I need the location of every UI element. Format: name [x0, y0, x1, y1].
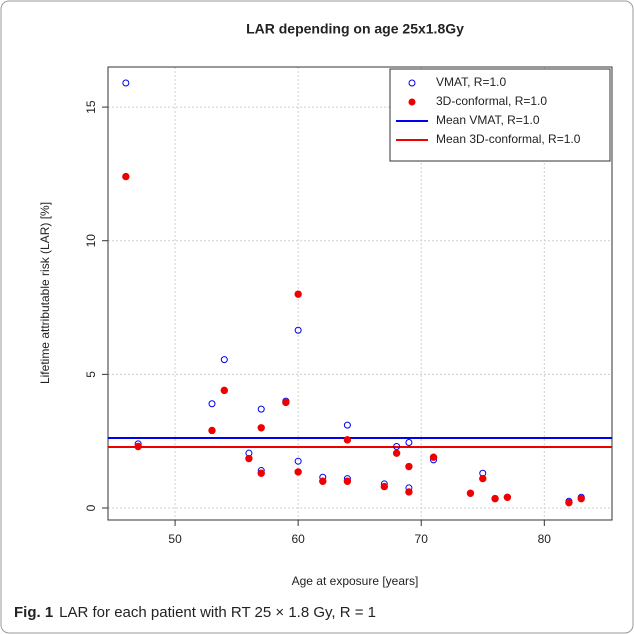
point: [257, 405, 265, 413]
point: [257, 469, 265, 477]
y-tick-label: 0: [84, 504, 98, 511]
legend-label: Mean VMAT, R=1.0: [436, 113, 540, 127]
legend-label: VMAT, R=1.0: [436, 75, 506, 89]
point: [245, 454, 253, 463]
point: [405, 462, 413, 471]
point: [343, 421, 351, 429]
y-axis-label: Lifetime attributable risk (LAR) [%]: [38, 202, 52, 384]
point: [503, 493, 512, 501]
point: [479, 474, 487, 483]
legend-label: 3D-conformal, R=1.0: [436, 94, 547, 108]
point: [122, 172, 130, 181]
point: [380, 482, 389, 491]
point: [134, 442, 142, 451]
x-tick-label: 80: [538, 532, 552, 546]
point: [294, 290, 302, 298]
caption: Fig. 1 LAR for each patient with RT 25 × …: [14, 604, 376, 621]
legend-label: Mean 3D-conformal, R=1.0: [436, 132, 581, 146]
y-tick-label: 10: [84, 234, 98, 248]
caption-label: Fig. 1: [14, 604, 53, 621]
point: [208, 400, 216, 408]
point: [466, 489, 475, 497]
y-tick-label: 5: [84, 371, 98, 378]
point: [405, 488, 413, 496]
point: [577, 494, 585, 503]
point: [343, 436, 352, 444]
caption-text: LAR for each patient with RT 25 × 1.8 Gy…: [59, 604, 376, 621]
legend-box: [389, 68, 611, 162]
y-tick-label: 15: [84, 100, 98, 114]
point: [208, 426, 216, 435]
x-tick-label: 60: [291, 532, 305, 546]
point: [392, 449, 401, 457]
point: [343, 477, 352, 485]
point: [122, 79, 130, 87]
point: [282, 398, 290, 407]
legend-marker: [408, 79, 416, 87]
point: [220, 356, 228, 364]
point: [405, 438, 413, 446]
point: [491, 494, 499, 503]
point: [565, 498, 573, 507]
point: [294, 468, 302, 476]
point: [294, 326, 302, 334]
x-axis-label: Age at exposure [years]: [292, 574, 419, 588]
chart-title: LAR depending on age 25x1.8Gy: [246, 21, 464, 37]
x-tick-label: 50: [168, 532, 182, 546]
legend-marker: [408, 98, 416, 106]
point: [220, 386, 229, 395]
point: [319, 477, 327, 485]
plot-frame: [107, 66, 613, 521]
point: [429, 453, 438, 461]
x-tick-label: 70: [415, 532, 429, 546]
point: [257, 424, 265, 432]
point: [294, 457, 302, 465]
